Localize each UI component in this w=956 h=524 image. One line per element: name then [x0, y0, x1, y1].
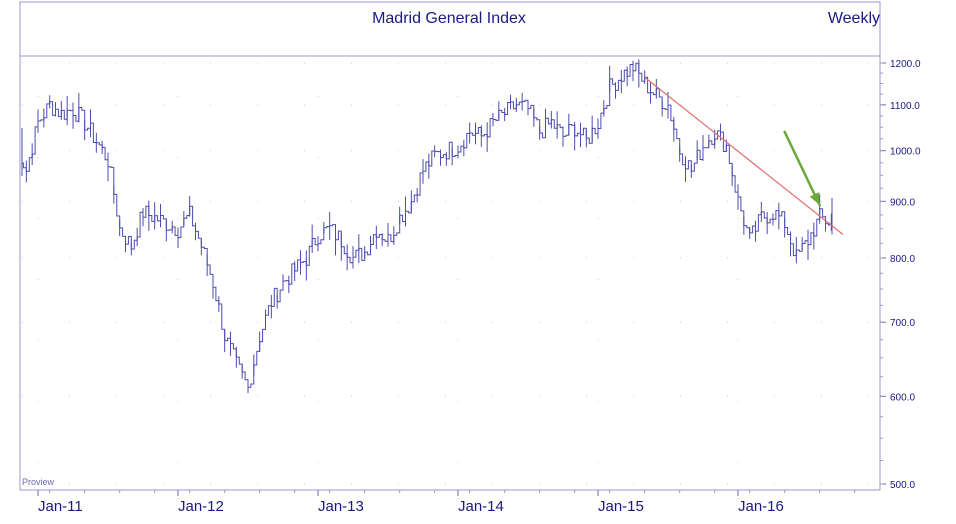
chart-frame: [19, 1, 881, 491]
arrow-shaft: [783, 130, 821, 207]
x-axis: Jan-11 Jan-12 Jan-13 Jan-14 Jan-15 Jan-16: [37, 490, 856, 515]
x-tick-label: Jan-14: [458, 498, 504, 515]
y-tick-label: 1000.0: [890, 147, 921, 158]
series-layer: [21, 59, 833, 394]
annotation-layer: [644, 76, 844, 235]
y-tick-label: 700.0: [890, 318, 915, 329]
y-tick-label: 1200.0: [890, 59, 921, 70]
arrow-head: [809, 192, 820, 206]
trendline: [644, 76, 844, 235]
period-label: Weekly: [828, 10, 880, 27]
y-tick-label: 600.0: [890, 392, 915, 403]
x-tick-label: Jan-16: [738, 498, 784, 515]
y-tick-label: 500.0: [890, 480, 915, 491]
x-tick-label: Jan-15: [598, 498, 644, 515]
chart-title: Madrid General Index: [372, 10, 526, 27]
y-axis: 1200.0 1100.0 1000.0 900.0 800.0 700.0 600.0 50…: [880, 59, 921, 491]
x-tick-label: Jan-13: [318, 498, 364, 515]
x-tick-label: Jan-12: [178, 498, 224, 515]
y-tick-label: 800.0: [890, 254, 915, 265]
y-tick-label: 1100.0: [890, 101, 920, 112]
y-tick-label: 900.0: [890, 197, 915, 208]
watermark-label: Proview: [22, 477, 55, 487]
x-tick-label: Jan-11: [38, 498, 83, 515]
